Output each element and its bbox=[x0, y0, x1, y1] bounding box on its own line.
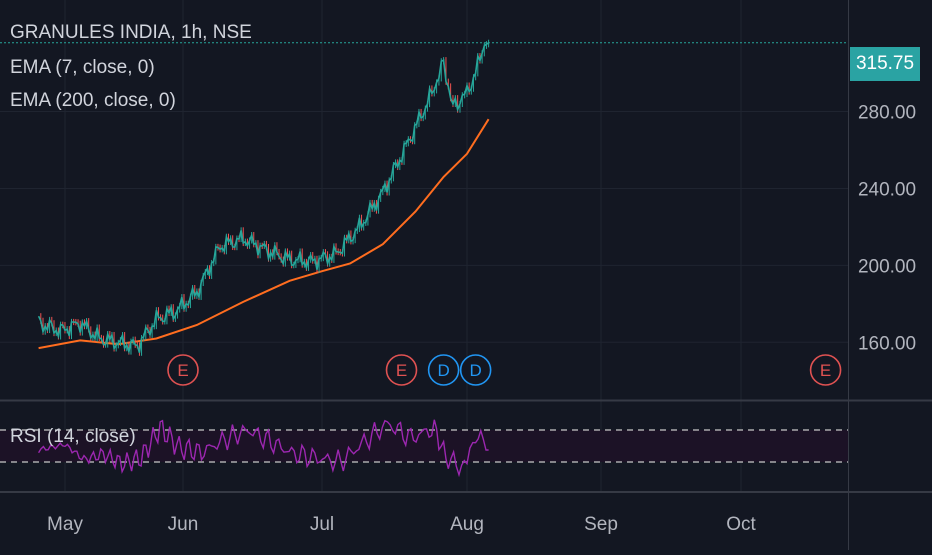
ema-slow-legend[interactable]: EMA (200, close, 0) bbox=[10, 90, 176, 111]
earnings-marker-label: E bbox=[820, 361, 831, 380]
earnings-marker-label: E bbox=[396, 361, 407, 380]
dividend-marker-label: D bbox=[437, 361, 449, 380]
earnings-marker-label: E bbox=[177, 361, 188, 380]
rsi-line bbox=[38, 419, 489, 478]
earnings-marker[interactable] bbox=[385, 354, 418, 386]
dividend-marker[interactable] bbox=[427, 354, 460, 386]
time-axis-label: May bbox=[47, 514, 83, 535]
time-axis-label: Oct bbox=[726, 514, 756, 535]
rsi-band bbox=[0, 430, 848, 462]
time-axis-label: Sep bbox=[584, 514, 618, 535]
price-axis-label: 160.00 bbox=[858, 333, 916, 354]
dividend-marker[interactable] bbox=[459, 354, 492, 386]
earnings-marker[interactable] bbox=[809, 354, 842, 386]
time-axis-label: Jun bbox=[168, 514, 199, 535]
price-axis-label: 200.00 bbox=[858, 256, 916, 277]
rsi-legend[interactable]: RSI (14, close) bbox=[10, 426, 136, 447]
time-axis-label: Aug bbox=[450, 514, 484, 535]
symbol-title[interactable]: GRANULES INDIA, 1h, NSE bbox=[10, 22, 252, 43]
dividend-marker-label: D bbox=[470, 361, 482, 380]
time-axis-label: Jul bbox=[310, 514, 334, 535]
price-axis-label: 240.00 bbox=[858, 179, 916, 200]
earnings-marker[interactable] bbox=[167, 354, 199, 386]
price-axis-label: 280.00 bbox=[858, 103, 916, 124]
last-price-badge: 315.75 bbox=[850, 47, 920, 81]
ema-fast-legend[interactable]: EMA (7, close, 0) bbox=[10, 57, 155, 78]
ema-fast-line bbox=[37, 42, 490, 355]
